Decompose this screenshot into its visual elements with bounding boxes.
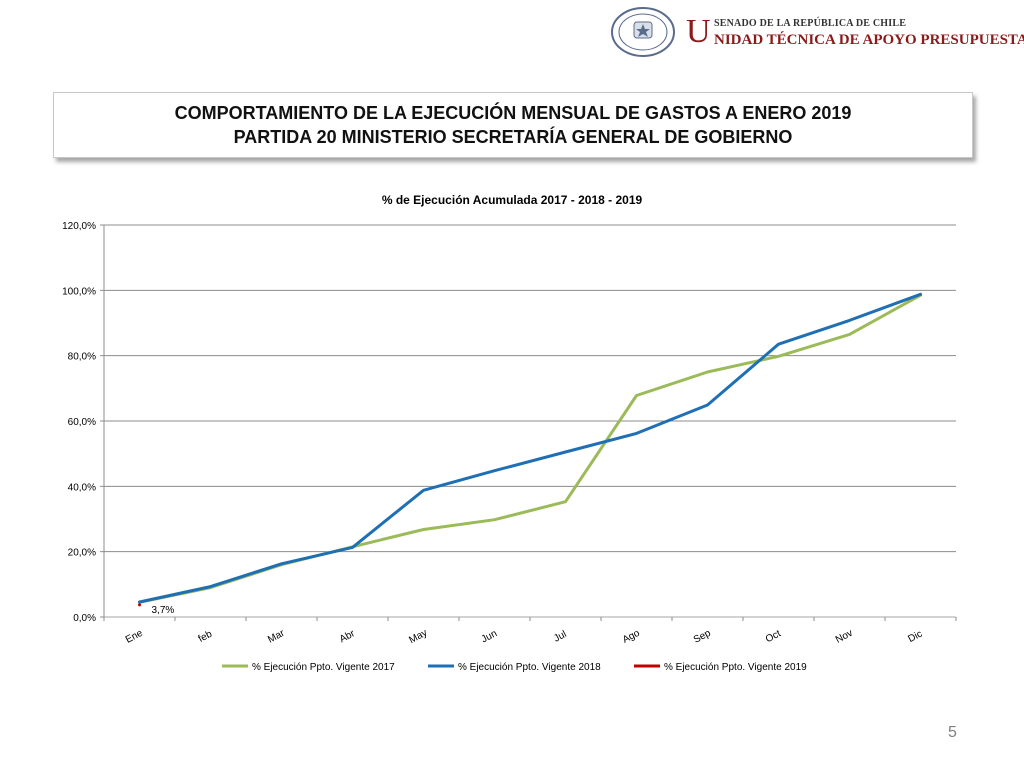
- y-tick-label: 60,0%: [68, 417, 96, 428]
- x-tick-label: Jun: [480, 628, 499, 645]
- brand-initial: U: [686, 13, 711, 50]
- x-tick-label: Abr: [338, 628, 357, 645]
- slide-title-box: COMPORTAMIENTO DE LA EJECUCIÓN MENSUAL D…: [53, 92, 973, 158]
- series-line: [138, 293, 922, 604]
- y-tick-label: 20,0%: [68, 548, 96, 559]
- x-tick-label: Ene: [124, 628, 145, 646]
- chart-gridlines: [104, 224, 956, 618]
- legend-label: % Ejecución Ppto. Vigente 2018: [458, 662, 601, 673]
- y-tick-label: 120,0%: [62, 221, 96, 232]
- y-tick-label: 100,0%: [62, 286, 96, 297]
- y-tick-label: 0,0%: [73, 613, 96, 624]
- chart-y-axis: 0,0% 20,0% 40,0% 60,0% 80,0% 100,0% 120,0%: [62, 221, 105, 624]
- senado-seal-icon: [611, 7, 675, 57]
- chart-title: % de Ejecución Acumulada 2017 - 2018 - 2…: [382, 193, 643, 207]
- x-tick-label: May: [407, 627, 429, 646]
- chart-x-axis: Ene feb Mar Abr May Jun Jul Ago Sep Oct Nov Dic: [103, 617, 957, 646]
- x-tick-label: feb: [197, 628, 215, 644]
- page-number: 5: [948, 724, 957, 741]
- legend-label: % Ejecución Ppto. Vigente 2017: [252, 662, 395, 673]
- chart-annotations: 3,7%: [152, 605, 175, 616]
- chart-legend: % Ejecución Ppto. Vigente 2017 % Ejecució…: [222, 662, 807, 673]
- brand-senado-label: SENADO DE LA REPÚBLICA DE CHILE: [714, 18, 907, 29]
- series-point: [138, 603, 141, 607]
- header-brand: U SENADO DE LA REPÚBLICA DE CHILE NIDAD …: [608, 6, 1024, 58]
- slide-title-line2: PARTIDA 20 MINISTERIO SECRETARÍA GENERAL…: [233, 127, 793, 147]
- x-tick-label: Oct: [764, 628, 783, 645]
- y-tick-label: 80,0%: [68, 352, 96, 363]
- x-tick-label: Nov: [834, 628, 855, 646]
- data-label: 3,7%: [152, 605, 175, 616]
- x-tick-label: Jul: [552, 629, 568, 645]
- slide-title-line1: COMPORTAMIENTO DE LA EJECUCIÓN MENSUAL D…: [174, 103, 852, 123]
- x-tick-label: Dic: [906, 629, 924, 645]
- y-tick-label: 40,0%: [68, 482, 96, 493]
- chart-series: [138, 292, 922, 607]
- x-tick-label: Mar: [266, 628, 287, 646]
- x-tick-label: Sep: [692, 628, 713, 646]
- brand-unit-label: NIDAD TÉCNICA DE APOYO PRESUPUESTARIO: [714, 32, 1024, 48]
- x-tick-label: Ago: [621, 628, 642, 646]
- legend-label: % Ejecución Ppto. Vigente 2019: [664, 662, 807, 673]
- series-line: [138, 292, 922, 604]
